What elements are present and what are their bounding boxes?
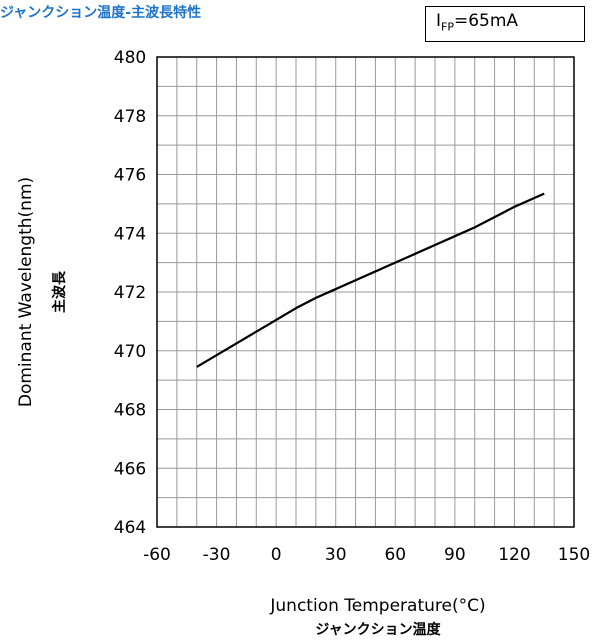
x-tick-label: 30: [325, 545, 347, 565]
y-tick-label: 470: [114, 342, 146, 362]
condition-box: IFP=65mA: [425, 6, 585, 42]
y-tick-label: 466: [114, 459, 146, 479]
x-tick-labels: -60 -30 0 30 60 90 120 150: [143, 545, 590, 565]
grid: [157, 57, 574, 527]
axes: [156, 56, 575, 528]
y-tick-label: 468: [114, 401, 146, 421]
y-tick-labels: 464 466 468 470 472 474 476 478 480: [114, 48, 146, 538]
x-tick-label: 60: [384, 545, 406, 565]
x-tick-label: 0: [271, 545, 282, 565]
y-tick-label: 474: [114, 224, 146, 244]
x-tick-label: 90: [444, 545, 466, 565]
x-tick-label: 120: [498, 545, 530, 565]
y-tick-label: 480: [114, 48, 146, 68]
y-tick-label: 464: [114, 518, 146, 538]
x-axis-label-jp: ジャンクション温度: [315, 621, 441, 638]
condition-value: =65mA: [453, 11, 519, 31]
y-axis-label-jp: 主波長: [51, 270, 68, 313]
x-axis-label: Junction Temperature(°C): [269, 596, 485, 616]
x-tick-label: -30: [203, 545, 231, 565]
x-tick-label: -60: [143, 545, 171, 565]
y-axis-label: Dominant Wavelength(nm): [16, 177, 36, 407]
condition-symbol: I: [436, 11, 442, 31]
chart-title: ジャンクション温度-主波長特性: [0, 5, 202, 21]
series-group: [196, 192, 545, 368]
series-line: [196, 192, 545, 368]
y-tick-label: 476: [114, 166, 146, 186]
y-tick-label: 478: [114, 107, 146, 127]
y-tick-label: 472: [114, 283, 146, 303]
x-tick-label: 150: [558, 545, 590, 565]
condition-subscript: FP: [441, 20, 454, 34]
plot-frame: [156, 56, 575, 528]
